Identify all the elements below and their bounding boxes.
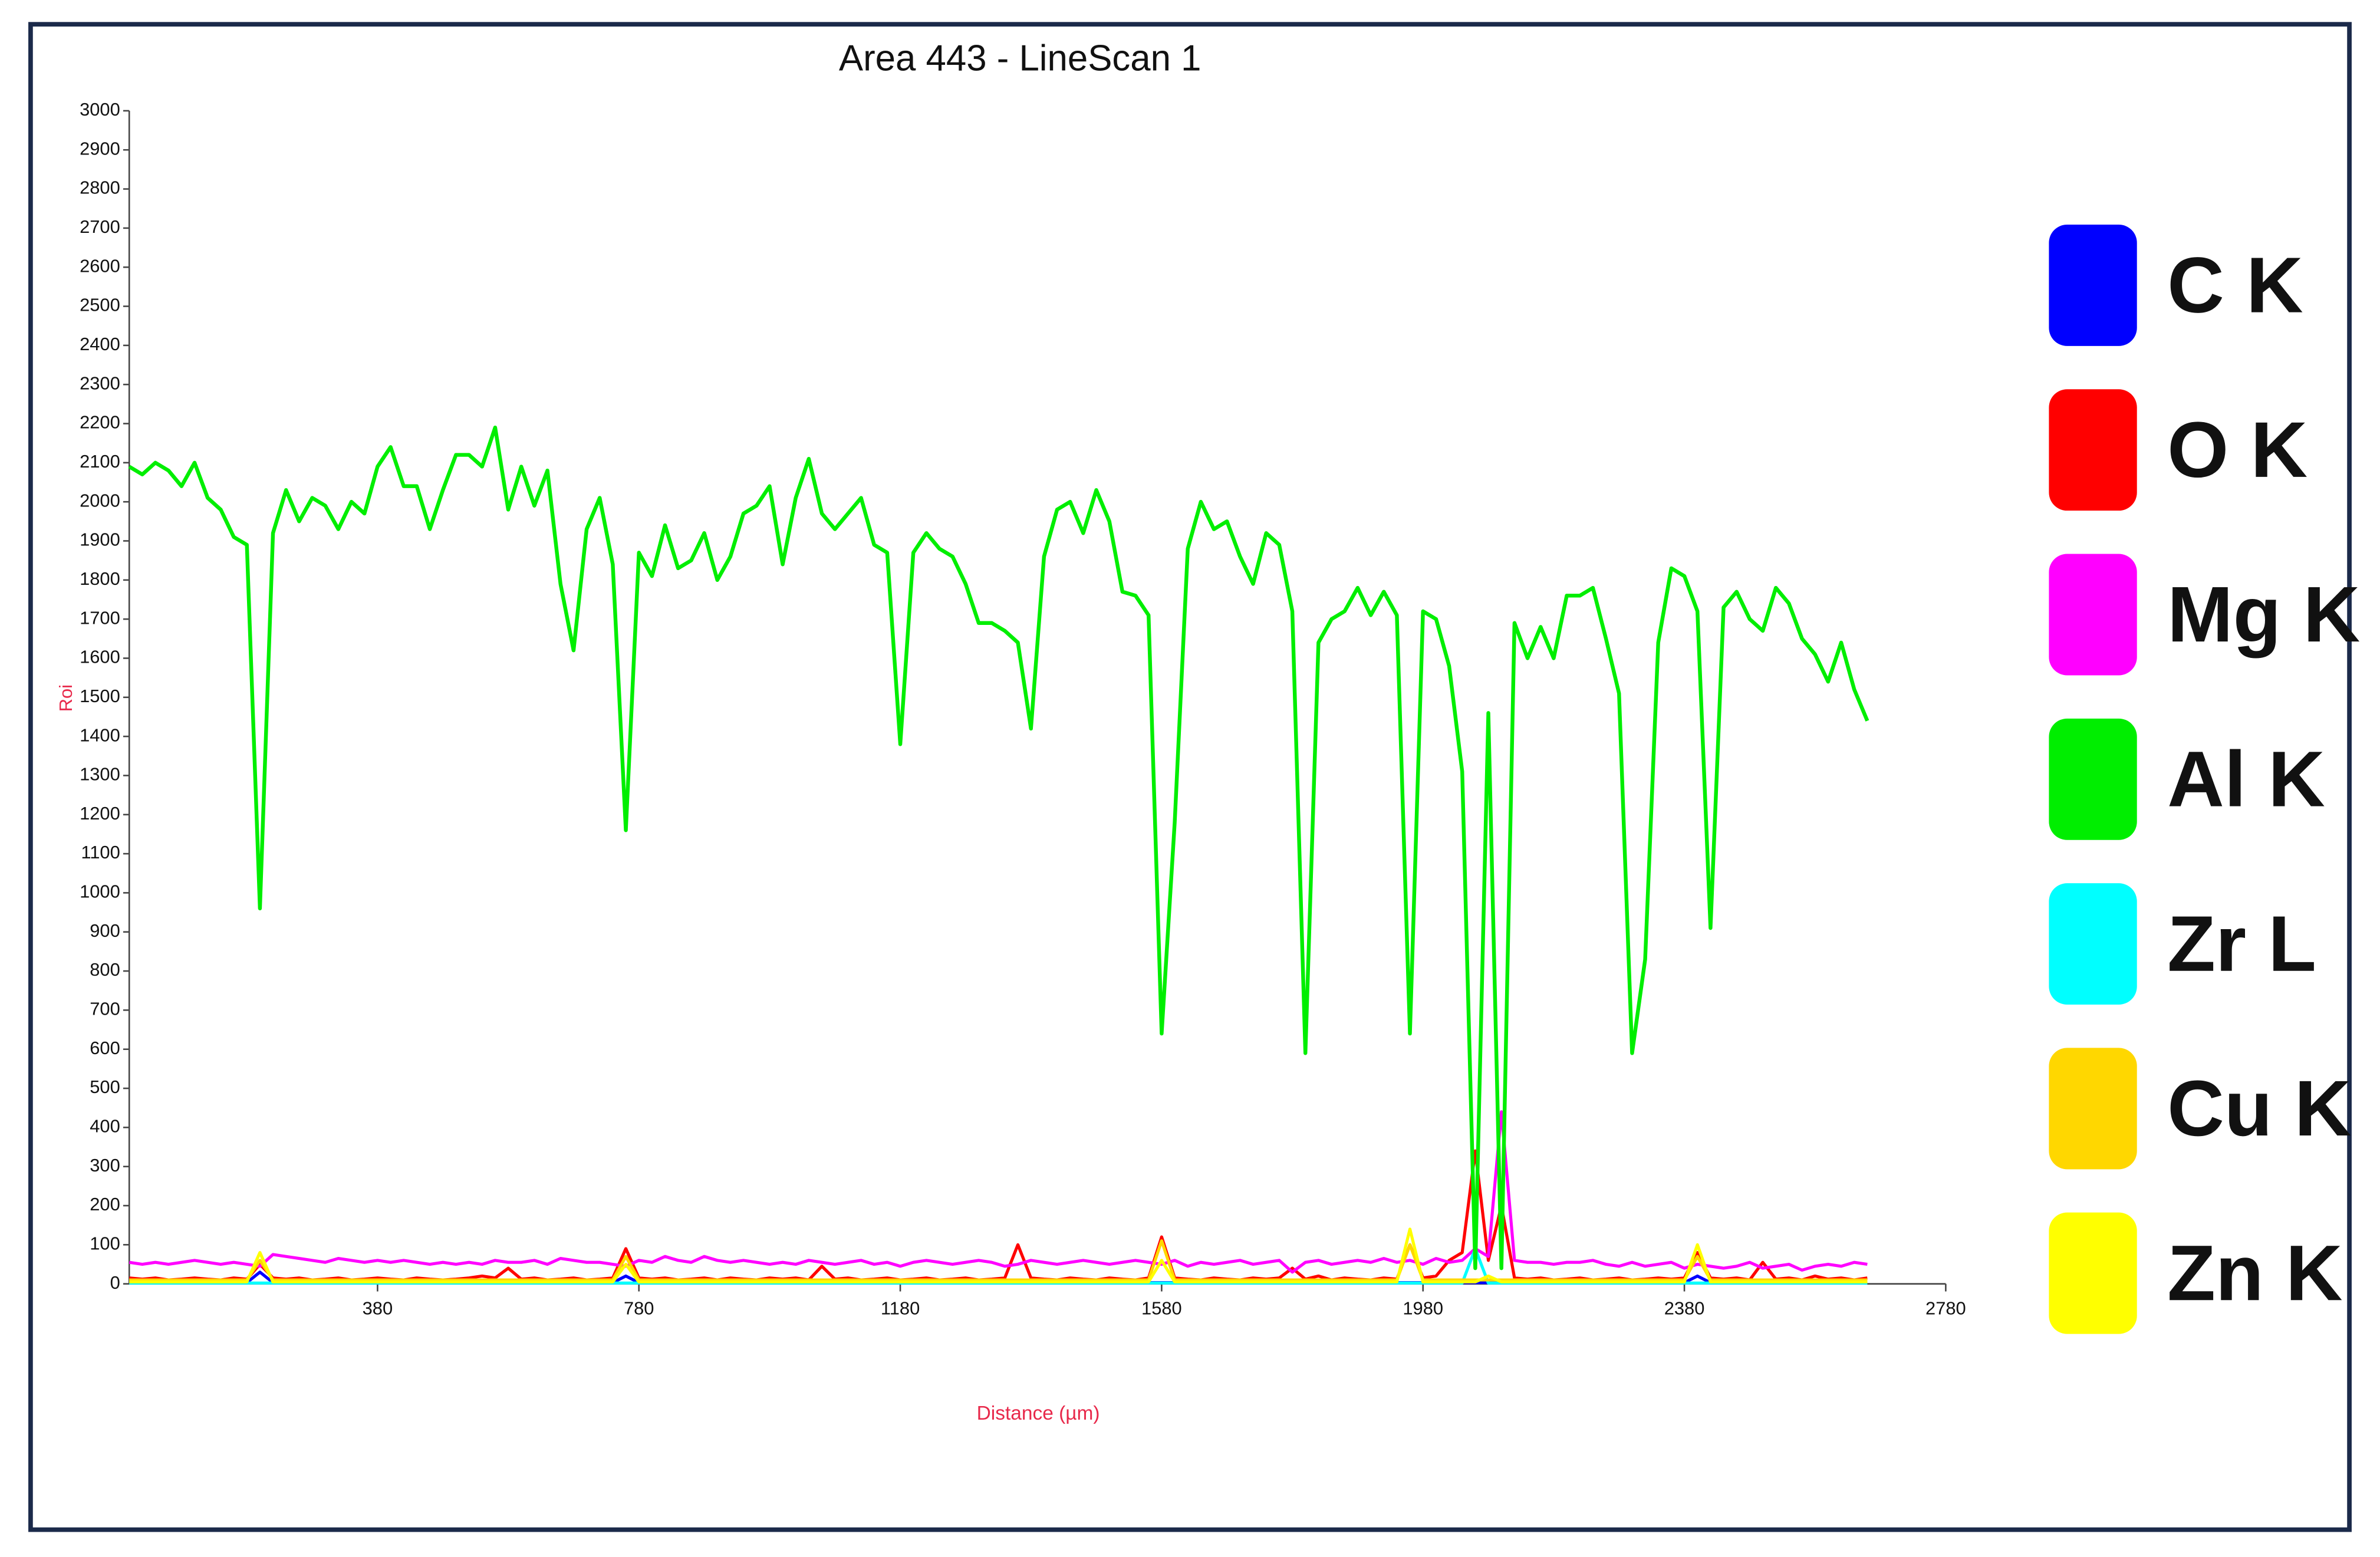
y-tick-label: 1900 bbox=[80, 529, 120, 550]
legend-label: Al K bbox=[2167, 735, 2325, 823]
legend-swatch bbox=[2049, 1048, 2137, 1170]
series-line bbox=[129, 1110, 1868, 1274]
legend-swatch bbox=[2049, 1212, 2137, 1334]
y-tick-label: 1500 bbox=[80, 686, 120, 706]
legend-swatch bbox=[2049, 224, 2137, 346]
y-tick-label: 2300 bbox=[80, 373, 120, 393]
y-tick-label: 2700 bbox=[80, 216, 120, 237]
legend-label: Mg K bbox=[2167, 571, 2360, 659]
x-tick-label: 2380 bbox=[1664, 1298, 1705, 1319]
x-tick-label: 1580 bbox=[1141, 1298, 1182, 1319]
series-line bbox=[129, 1227, 1868, 1283]
y-tick-label: 400 bbox=[90, 1116, 120, 1137]
y-axis-label: Roi bbox=[55, 684, 76, 712]
y-tick-label: 1400 bbox=[80, 725, 120, 745]
series-line bbox=[129, 1239, 1868, 1282]
y-tick-label: 1000 bbox=[80, 881, 120, 902]
series-line bbox=[128, 425, 1869, 1270]
legend-label: Zn K bbox=[2167, 1229, 2342, 1317]
legend-label: Zr L bbox=[2167, 900, 2316, 988]
y-tick-label: 2000 bbox=[80, 490, 120, 511]
legend-label: C K bbox=[2167, 242, 2303, 330]
y-tick-label: 1100 bbox=[81, 842, 120, 863]
legend-swatch bbox=[2049, 718, 2137, 840]
chart-title: Area 443 - LineScan 1 bbox=[839, 38, 1201, 78]
y-tick-label: 2200 bbox=[80, 412, 120, 433]
x-tick-label: 780 bbox=[624, 1298, 654, 1319]
legend-label: Cu K bbox=[2167, 1065, 2351, 1153]
y-tick-label: 300 bbox=[90, 1155, 120, 1176]
y-tick-label: 600 bbox=[90, 1038, 120, 1058]
y-tick-label: 2500 bbox=[80, 295, 120, 315]
y-tick-label: 900 bbox=[90, 920, 120, 941]
y-tick-label: 1600 bbox=[80, 647, 120, 667]
legend-label: O K bbox=[2167, 406, 2307, 494]
legend-swatch bbox=[2049, 554, 2137, 676]
y-tick-label: 2900 bbox=[80, 138, 120, 159]
y-tick-label: 1300 bbox=[80, 764, 120, 785]
x-tick-label: 2780 bbox=[1925, 1298, 1966, 1319]
y-tick-label: 800 bbox=[90, 959, 120, 980]
y-tick-label: 2800 bbox=[80, 177, 120, 198]
y-tick-label: 1200 bbox=[80, 803, 120, 824]
y-tick-label: 2400 bbox=[80, 334, 120, 354]
y-tick-label: 3000 bbox=[80, 99, 120, 120]
y-tick-label: 500 bbox=[90, 1077, 120, 1097]
legend-swatch bbox=[2049, 389, 2137, 511]
y-tick-label: 1800 bbox=[80, 568, 120, 589]
y-tick-label: 100 bbox=[90, 1233, 120, 1253]
y-tick-label: 700 bbox=[90, 999, 120, 1019]
y-tick-label: 1700 bbox=[80, 607, 120, 628]
y-tick-label: 2600 bbox=[80, 255, 120, 276]
x-axis-label: Distance (µm) bbox=[977, 1403, 1100, 1424]
x-tick-label: 380 bbox=[363, 1298, 393, 1319]
y-tick-label: 200 bbox=[90, 1194, 120, 1214]
x-tick-label: 1980 bbox=[1403, 1298, 1443, 1319]
y-tick-label: 0 bbox=[110, 1272, 120, 1293]
y-tick-label: 2100 bbox=[80, 451, 120, 472]
legend-swatch bbox=[2049, 883, 2137, 1005]
x-tick-label: 1180 bbox=[881, 1298, 920, 1319]
